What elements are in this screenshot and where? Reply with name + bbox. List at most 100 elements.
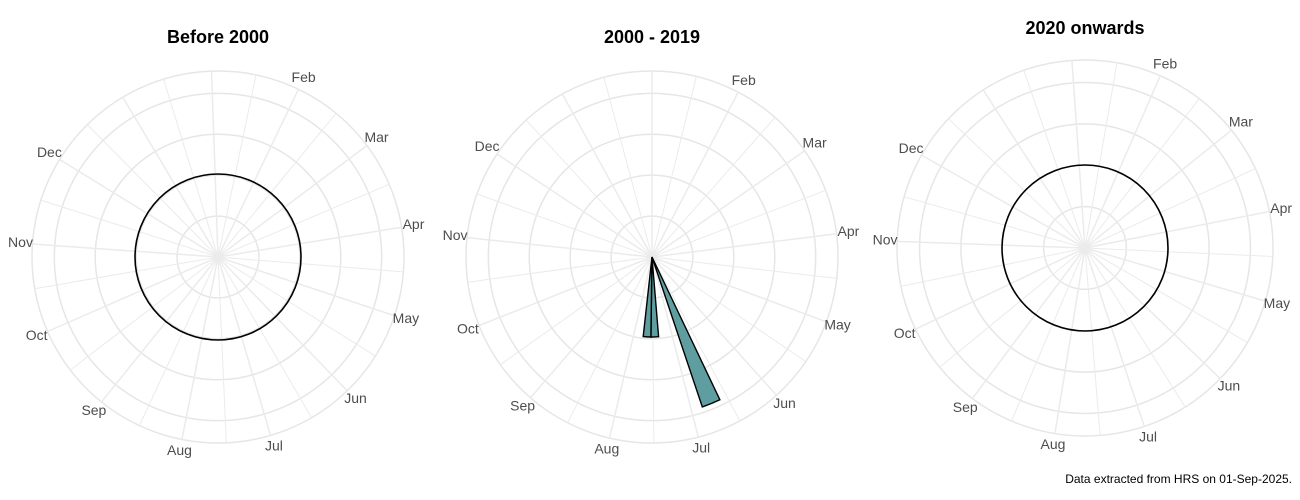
grid-spoke bbox=[217, 144, 368, 258]
grid-spoke bbox=[47, 256, 219, 333]
grid-spoke bbox=[181, 256, 219, 440]
grid-spoke bbox=[939, 247, 1086, 368]
grid-spoke bbox=[567, 256, 653, 423]
grid-spoke bbox=[1071, 60, 1086, 249]
grid-spoke bbox=[122, 96, 219, 258]
grid-spoke bbox=[466, 236, 653, 258]
month-tick-label: Jul bbox=[1139, 429, 1157, 445]
grid-spoke bbox=[32, 243, 219, 258]
grid-spoke bbox=[651, 256, 700, 438]
grid-spoke bbox=[69, 256, 219, 371]
grid-spoke bbox=[561, 93, 653, 258]
grid-spoke bbox=[651, 256, 778, 396]
grid-spoke bbox=[1084, 75, 1161, 249]
grid-spoke bbox=[651, 232, 837, 258]
month-tick-label: Aug bbox=[1041, 436, 1066, 452]
month-tick-label: Sep bbox=[81, 402, 106, 418]
grid-spoke bbox=[1084, 98, 1200, 249]
grid-spoke bbox=[982, 89, 1086, 249]
month-tick-label: Sep bbox=[953, 399, 978, 415]
grid-spoke bbox=[1084, 247, 1101, 436]
month-tick-label: Oct bbox=[457, 321, 479, 337]
grid-spoke bbox=[903, 196, 1086, 249]
grid-spoke bbox=[59, 158, 219, 258]
grid-spoke bbox=[651, 256, 807, 362]
month-tick-label: Jun bbox=[1218, 378, 1241, 394]
grid-ring bbox=[918, 81, 1252, 415]
month-tick-label: Feb bbox=[1153, 55, 1177, 71]
month-tick-label: Mar bbox=[364, 129, 388, 145]
grid-spoke bbox=[476, 193, 653, 258]
grid-spoke bbox=[34, 256, 219, 290]
polar-panel-3: Feb Mar Apr May Jun Jul Aug Sep Oct Nov Dec 2020 on… bbox=[873, 18, 1293, 452]
grid-spoke bbox=[525, 119, 653, 258]
panel-title: Before 2000 bbox=[167, 27, 269, 47]
grid-ring bbox=[960, 123, 1210, 373]
grid-spoke bbox=[1084, 247, 1186, 408]
grid-spoke bbox=[900, 247, 1086, 287]
grid-spoke bbox=[210, 71, 219, 258]
grid-spoke bbox=[651, 256, 741, 422]
grid-spoke bbox=[217, 256, 376, 357]
grid-spoke bbox=[651, 256, 837, 279]
grid-spoke bbox=[163, 78, 219, 258]
grid-spoke bbox=[1023, 70, 1086, 249]
month-tick-label: Dec bbox=[899, 140, 924, 156]
grid-spoke bbox=[1084, 210, 1270, 249]
month-tick-label: Dec bbox=[475, 138, 500, 154]
grid-spoke bbox=[1084, 129, 1232, 249]
month-tick-label: Nov bbox=[8, 234, 33, 250]
month-tick-label: Aug bbox=[594, 441, 619, 457]
grid-spoke bbox=[1084, 62, 1118, 249]
grid-ring bbox=[94, 133, 342, 381]
reference-circle bbox=[134, 173, 302, 341]
grid-spoke bbox=[1084, 247, 1146, 427]
month-tick-label: Mar bbox=[803, 135, 827, 151]
grid-ring bbox=[176, 215, 260, 299]
reference-circle bbox=[1001, 164, 1169, 332]
month-tick-label: Mar bbox=[1229, 113, 1253, 129]
grid-spoke bbox=[915, 247, 1086, 330]
grid-spoke bbox=[1054, 247, 1086, 434]
month-tick-label: May bbox=[393, 310, 419, 326]
grid-spoke bbox=[478, 256, 653, 327]
grid-spoke bbox=[217, 256, 313, 419]
grid-spoke bbox=[971, 247, 1086, 399]
grid-spoke bbox=[217, 226, 402, 258]
grid-spoke bbox=[496, 153, 653, 258]
month-tick-label: May bbox=[1264, 295, 1290, 311]
panel-title: 2020 onwards bbox=[1025, 18, 1144, 38]
grid-ring bbox=[1042, 205, 1128, 291]
grid-spoke bbox=[1084, 247, 1273, 257]
polar-panel-2: Feb Mar Apr May Jun Jul Aug Sep Oct Nov Dec 2000 - … bbox=[443, 27, 860, 457]
grid-spoke bbox=[651, 117, 776, 258]
month-tick-label: Nov bbox=[443, 227, 468, 243]
grid-spoke bbox=[1084, 247, 1248, 344]
grid-ring bbox=[53, 92, 383, 422]
month-tick-label: Jun bbox=[773, 395, 796, 411]
grid-spoke bbox=[651, 189, 826, 258]
grid-ring bbox=[135, 174, 301, 340]
grid-spoke bbox=[217, 256, 395, 317]
data-source-caption: Data extracted from HRS on 01-Sep-2025. bbox=[1065, 472, 1292, 486]
grid-spoke bbox=[138, 256, 219, 426]
month-tick-label: Oct bbox=[26, 327, 48, 343]
month-tick-label: May bbox=[824, 317, 850, 333]
month-tick-label: Nov bbox=[873, 232, 898, 248]
panel-title: 2000 - 2019 bbox=[604, 27, 700, 47]
grid-spoke bbox=[217, 256, 404, 273]
grid-spoke bbox=[217, 256, 272, 436]
month-tick-label: Sep bbox=[510, 398, 535, 414]
grid-spoke bbox=[651, 76, 697, 258]
grid-spoke bbox=[100, 256, 219, 403]
grid-spoke bbox=[1011, 247, 1086, 422]
grid-spoke bbox=[651, 256, 827, 323]
polar-bar bbox=[642, 256, 653, 338]
month-tick-label: Feb bbox=[732, 72, 756, 88]
month-tick-label: Oct bbox=[894, 325, 916, 341]
grid-spoke bbox=[1084, 247, 1221, 380]
grid-spoke bbox=[651, 150, 806, 258]
grid-spoke bbox=[1084, 168, 1256, 249]
grid-spoke bbox=[897, 240, 1086, 249]
grid-spoke bbox=[217, 183, 390, 258]
